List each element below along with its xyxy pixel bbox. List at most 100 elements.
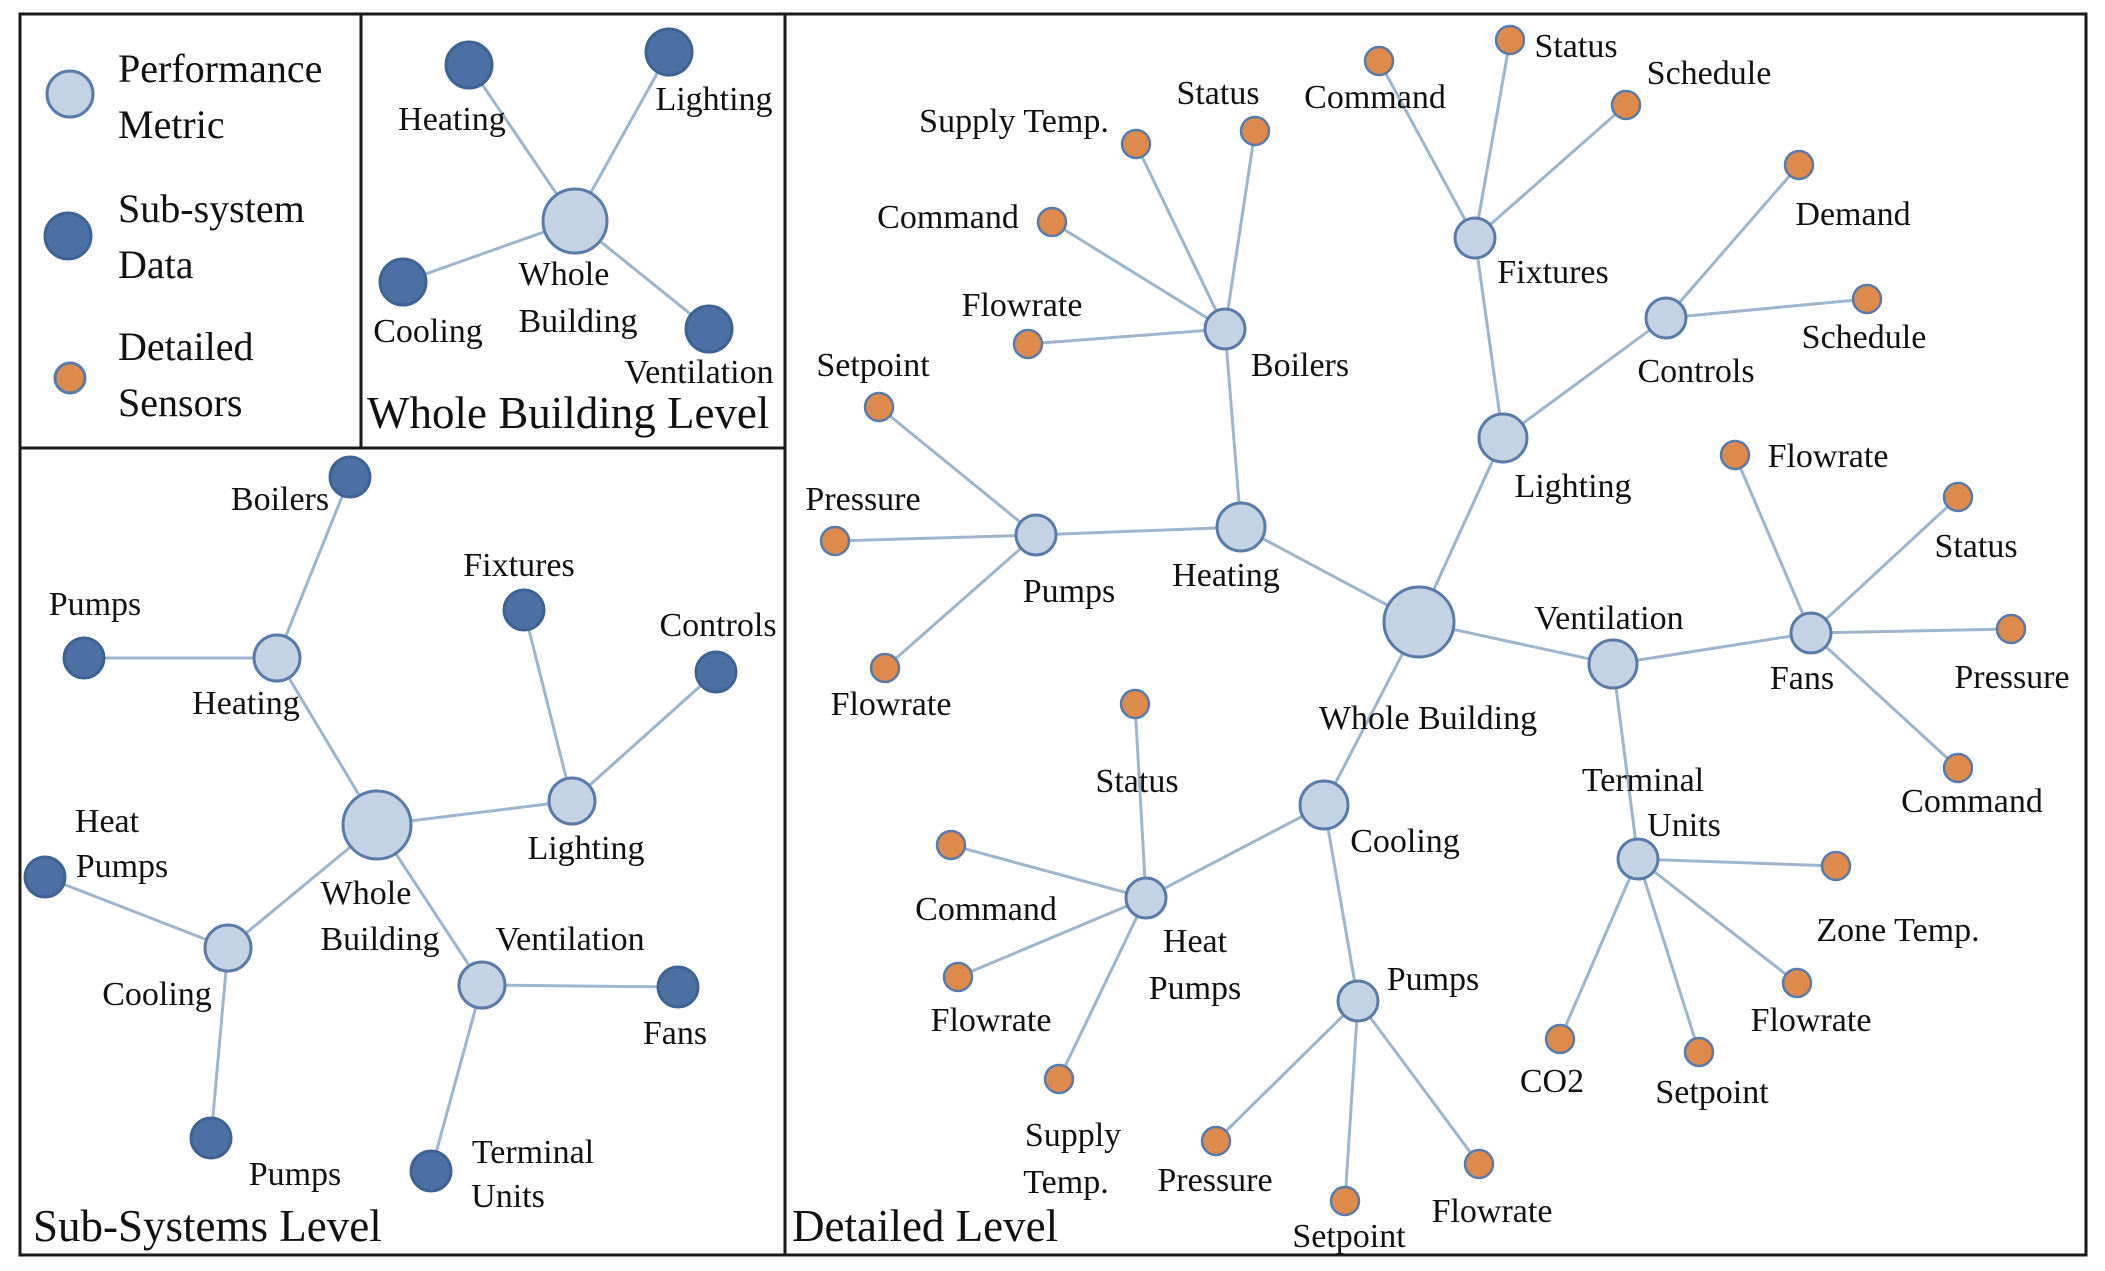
detailed-lighting-fixtures-label: Fixtures bbox=[1497, 254, 1608, 291]
subsystems-ventilation-terminal-units-node bbox=[409, 1149, 453, 1193]
subsystems-whole-building-label: Whole Building bbox=[320, 875, 439, 958]
subsystems-ventilation-fans-edge bbox=[481, 983, 679, 989]
detailed-heat-pumps-command-edge bbox=[950, 843, 1147, 900]
detailed-cooling-label: Cooling bbox=[1350, 823, 1460, 860]
subsystems-heating-node bbox=[252, 633, 302, 683]
detailed-lighting-label: Lighting bbox=[1514, 468, 1631, 505]
subsystems-heating-boilers-edge bbox=[275, 476, 352, 659]
detailed-cooling-pumps-node bbox=[1336, 979, 1380, 1023]
legend-metric-label: Performance Metric bbox=[118, 46, 332, 147]
detailed-pumps-pressure-edge bbox=[834, 533, 1037, 543]
whole-heating-node bbox=[444, 40, 494, 90]
detailed-pumps-flowrate-edge bbox=[1356, 1000, 1481, 1165]
detailed-terminal-units-co2-edge bbox=[1558, 858, 1640, 1040]
detailed-pumps-flowrate-label: Flowrate bbox=[1432, 1193, 1553, 1230]
detailed-pumps-pressure-edge bbox=[1214, 999, 1360, 1143]
subsystems-lighting-label: Lighting bbox=[527, 830, 644, 867]
subsystems-lighting-fixtures-label: Fixtures bbox=[463, 547, 574, 584]
detailed-boilers-flowrate-node bbox=[1012, 328, 1044, 360]
detailed-whole-building-node bbox=[1382, 585, 1456, 659]
detailed-fans-status-label: Status bbox=[1934, 528, 2017, 565]
detailed-heat-pumps-flowrate-node bbox=[942, 961, 974, 993]
detailed-fixtures-command-label: Command bbox=[1304, 79, 1446, 116]
detailed-fixtures-schedule-label: Schedule bbox=[1647, 55, 1772, 92]
whole-heating-label: Heating bbox=[398, 101, 506, 138]
detailed-controls-demand-edge bbox=[1664, 164, 1801, 319]
detailed-ventilation-fans-node bbox=[1789, 611, 1833, 655]
subsystems-heating-label: Heating bbox=[192, 685, 300, 722]
subsystems-lighting-controls-node bbox=[694, 650, 738, 694]
detailed-heat-pumps-supply-temp-edge bbox=[1057, 897, 1148, 1080]
detailed-fixtures-status-label: Status bbox=[1534, 28, 1617, 65]
detailed-fixtures-schedule-edge bbox=[1474, 103, 1627, 240]
subsystems-cooling-node bbox=[203, 923, 253, 973]
subsystems-ventilation-fans-node bbox=[656, 965, 700, 1009]
legend-sensor-icon bbox=[53, 361, 87, 395]
detailed-ventilation-terminal-units-edge bbox=[1611, 663, 1640, 860]
detailed-fans-flowrate-edge bbox=[1733, 454, 1813, 634]
detailed-boilers-command-label: Command bbox=[877, 199, 1019, 236]
detailed-terminal-units-zone-temp-label: Zone Temp. bbox=[1816, 912, 1979, 949]
detailed-fixtures-command-node bbox=[1363, 45, 1395, 77]
detailed-controls-demand-node bbox=[1783, 149, 1815, 181]
detailed-fans-pressure-node bbox=[1995, 613, 2027, 645]
subsystems-lighting-controls-label: Controls bbox=[659, 607, 776, 644]
detailed-heat-pumps-command-node bbox=[935, 829, 967, 861]
detailed-heat-pumps-status-edge bbox=[1133, 703, 1148, 899]
subsystems-ventilation-label: Ventilation bbox=[495, 921, 644, 958]
legend-subsystem-icon bbox=[43, 211, 93, 261]
detailed-fans-command-edge bbox=[1809, 631, 1960, 770]
detailed-ventilation-fans-edge bbox=[1612, 631, 1812, 666]
detailed-pumps-pressure-label: Pressure bbox=[1157, 1162, 1272, 1199]
legend-sensor-line-1: Detailed bbox=[118, 324, 254, 369]
whole-lighting-label: Lighting bbox=[655, 81, 772, 118]
detailed-cooling-heat-pumps-label: Heat Pumps bbox=[1149, 923, 1242, 1007]
legend-metric-line-2: Metric bbox=[118, 102, 225, 147]
detailed-boilers-status-label: Status bbox=[1176, 75, 1259, 112]
detailed-pumps-pressure-node bbox=[1200, 1125, 1232, 1157]
subsystems-cooling-heat-pumps-node bbox=[23, 855, 67, 899]
legend-subsystem-line-2: Data bbox=[118, 242, 194, 287]
detailed-fans-status-edge bbox=[1809, 495, 1960, 635]
detailed-heating-label: Heating bbox=[1172, 557, 1280, 594]
detailed-terminal-units-co2-node bbox=[1544, 1023, 1576, 1055]
detailed-pumps-flowrate-label: Flowrate bbox=[831, 686, 952, 723]
detailed-boilers-status-node bbox=[1239, 115, 1271, 147]
subsystems-lighting-node bbox=[547, 776, 597, 826]
legend-sensor-label: Detailed Sensors bbox=[118, 324, 264, 425]
detailed-cooling-node bbox=[1298, 779, 1350, 831]
detailed-terminal-units-setpoint-label: Setpoint bbox=[1655, 1074, 1769, 1111]
detailed-lighting-controls-edge bbox=[1502, 316, 1667, 440]
detailed-fans-flowrate-node bbox=[1719, 439, 1751, 471]
detailed-fixtures-status-edge bbox=[1473, 39, 1512, 239]
subsystems-lighting-controls-edge bbox=[570, 670, 718, 803]
detailed-boilers-command-edge bbox=[1051, 220, 1226, 331]
legend-metric-line-1: Performance bbox=[118, 46, 322, 91]
detailed-lighting-controls-label: Controls bbox=[1637, 353, 1754, 390]
detailed-terminal-units-flowrate-edge bbox=[1637, 857, 1798, 985]
detailed-fixtures-command-edge bbox=[1377, 60, 1477, 239]
nodes bbox=[23, 24, 2027, 1217]
subsystems-ventilation-node bbox=[457, 960, 507, 1010]
detailed-heating-pumps-label: Pumps bbox=[1023, 573, 1116, 610]
detailed-heating-boilers-edge bbox=[1223, 328, 1243, 528]
whole-cooling-label: Cooling bbox=[373, 313, 483, 350]
detailed-ventilation-fans-label: Fans bbox=[1770, 660, 1834, 697]
detailed-heating-pumps-node bbox=[1014, 513, 1058, 557]
detailed-heating-node bbox=[1215, 501, 1267, 553]
detailed-heating-pumps-edge bbox=[1035, 525, 1242, 537]
detailed-pumps-flowrate-node bbox=[1463, 1148, 1495, 1180]
detailed-fixtures-schedule-node bbox=[1610, 89, 1642, 121]
detailed-terminal-units-zone-temp-node bbox=[1820, 850, 1852, 882]
detailed-ventilation-terminal-units-label: Terminal Units bbox=[1582, 762, 1721, 844]
sub-systems-level-title: Sub-Systems Level bbox=[33, 1201, 382, 1251]
detailed-boilers-command-node bbox=[1036, 206, 1068, 238]
whole-lighting-node bbox=[644, 27, 694, 77]
panel-frames bbox=[18, 12, 2088, 1257]
detailed-heat-pumps-command-label: Command bbox=[915, 891, 1057, 928]
subsystems-heating-boilers-label: Boilers bbox=[231, 481, 329, 518]
subsystems-ventilation-fans-label: Fans bbox=[643, 1015, 707, 1052]
detailed-controls-demand-label: Demand bbox=[1795, 196, 1910, 233]
detailed-fans-pressure-edge bbox=[1810, 627, 2012, 635]
